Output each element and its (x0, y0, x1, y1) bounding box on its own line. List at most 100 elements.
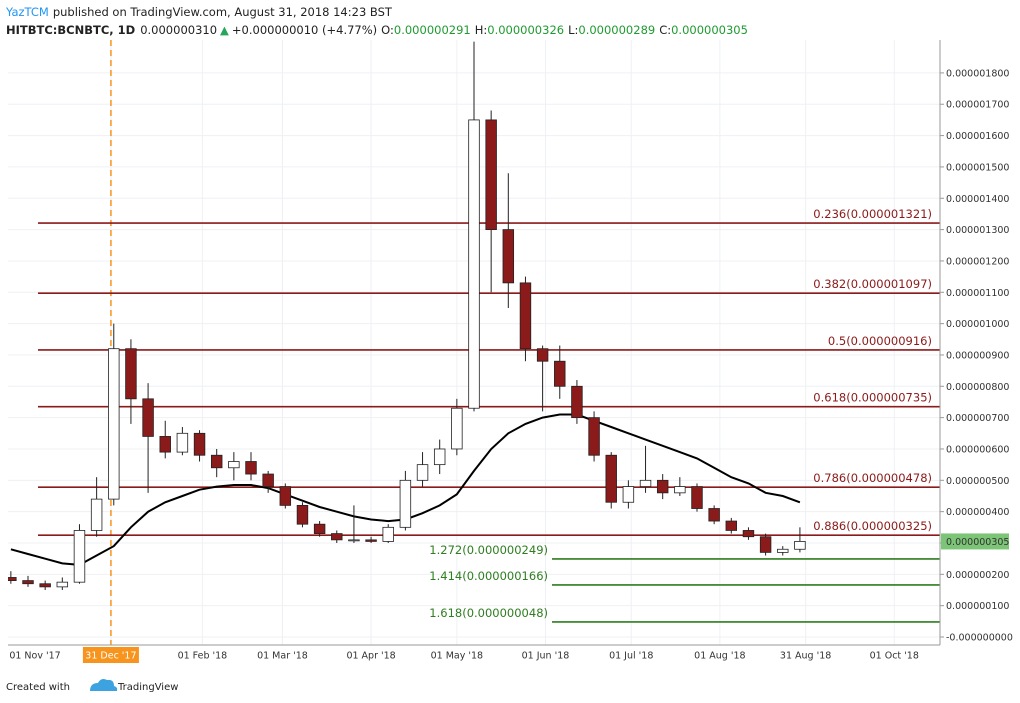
price-tag-label: 0.000000305 (946, 537, 1009, 548)
ohlc-value: 0.000000305 (671, 23, 748, 37)
candle-body (536, 348, 549, 362)
y-tick-label: 0.000001400 (946, 194, 1009, 205)
x-tick-label: 01 Jul '18 (609, 651, 653, 662)
candle-body (399, 479, 412, 528)
author[interactable]: YazTCM (5, 5, 49, 19)
y-tick-label: 0.000000200 (946, 570, 1009, 581)
candle-body (708, 508, 720, 522)
candle-body (433, 448, 446, 466)
candle-body (468, 119, 480, 409)
fib-label: 0.5(0.000000916) (828, 334, 932, 348)
x-tick-label: 31 Dec '17 (85, 651, 136, 662)
candle-body (742, 530, 755, 538)
fib-label: 1.618(0.000000048) (429, 606, 548, 620)
x-tick-label: 31 Aug '18 (780, 651, 831, 662)
candle-body (622, 486, 635, 503)
candle-body (313, 523, 326, 534)
candle-body (142, 398, 154, 437)
candle-body (691, 486, 703, 509)
ohlc-key: O: (381, 23, 394, 37)
candle-body (725, 520, 738, 531)
candle-body (296, 504, 309, 525)
plot: 0.236(0.000001321) 0.382(0.000001097) 0.5(… (8, 40, 940, 645)
symbol-line: HITBTC:BCNBTC, 1D 0.000000310 ▲ +0.00000001… (6, 23, 748, 37)
fib-label: 0.886(0.000000325) (813, 519, 932, 533)
y-tick-label: 0.000000600 (946, 444, 1009, 455)
fib-label: 0.236(0.000001321) (813, 207, 932, 221)
axes: -0.000000000 0.000000100 0.000000200 0.0000… (9, 68, 1013, 663)
candle-body (159, 436, 171, 453)
y-tick-label: 0.000001200 (946, 256, 1009, 267)
direction: ▲ (220, 23, 229, 37)
candle-body (348, 539, 360, 542)
candle-body (451, 407, 463, 450)
x-tick-label: 01 Oct '18 (870, 651, 919, 662)
candle-body (228, 461, 240, 469)
candle-body (125, 348, 137, 400)
candle-body (656, 479, 669, 494)
header-line: YazTCM published on TradingView.com, Augu… (5, 5, 393, 19)
y-tick-label: 0.000001300 (946, 225, 1009, 236)
candle-body (365, 539, 377, 542)
candle-body (794, 541, 806, 550)
candle-body (674, 486, 686, 494)
candle-body (39, 583, 51, 588)
candle-body (639, 479, 652, 487)
candle-body (485, 119, 497, 231)
candle-body (22, 580, 34, 585)
candle-body (777, 548, 789, 553)
ohlc-value: 0.000000326 (487, 23, 564, 37)
y-tick-label: 0.000001800 (946, 68, 1009, 79)
fib-label: 0.382(0.000001097) (813, 277, 932, 291)
published: published on TradingView.com, August 31,… (53, 5, 393, 19)
last: 0.000000310 (140, 23, 217, 37)
change: +0.000000010 (+4.77%) (232, 23, 377, 37)
footer-text: Created with (6, 682, 70, 693)
ohlc-key: C: (659, 23, 671, 37)
y-tick-label: 0.000001500 (946, 162, 1009, 173)
candle-body (210, 454, 223, 469)
candle-body (571, 385, 583, 419)
y-tick-label: 0.000001100 (946, 288, 1009, 299)
candle-body (588, 417, 600, 456)
candle-body (554, 360, 566, 387)
y-tick-label: 0.000001700 (946, 100, 1009, 111)
fib-label: 0.786(0.000000478) (813, 471, 932, 485)
fib-label: 1.414(0.000000166) (429, 569, 548, 583)
candle-body (279, 486, 292, 506)
candle-body (8, 577, 17, 581)
candle-body (245, 461, 257, 475)
symbol: HITBTC:BCNBTC, 1D (6, 23, 135, 37)
y-tick-label: 0.000000500 (946, 476, 1009, 487)
candle-body (605, 454, 617, 503)
price-tag (941, 533, 1009, 550)
x-tick-label: 01 Nov '17 (9, 651, 60, 662)
x-tick-label: 01 Apr '18 (346, 651, 395, 662)
y-tick-label: 0.000001600 (946, 131, 1009, 142)
y-tick-label: 0.000000900 (946, 350, 1009, 361)
candle-body (502, 229, 515, 284)
y-tick-label: 0.000000100 (946, 601, 1009, 612)
logo[interactable] (90, 679, 118, 691)
ohlc-key: L: (568, 23, 578, 37)
fib-label: 1.272(0.000000249) (429, 543, 548, 557)
footer-brand[interactable]: TradingView (117, 682, 178, 693)
candle-body (56, 581, 69, 588)
ohlc-key: H: (475, 23, 488, 37)
x-tick-label: 01 May '18 (431, 651, 483, 662)
candle-body (73, 530, 86, 583)
candle-body (176, 432, 189, 453)
ohlc-value: 0.000000289 (578, 23, 655, 37)
candle-body (519, 282, 532, 350)
ohlc-value: 0.000000291 (394, 23, 471, 37)
y-tick-label: 0.000001000 (946, 319, 1009, 330)
x-tick-highlight (82, 647, 139, 663)
candle-body (193, 432, 206, 456)
candle-body (262, 473, 274, 487)
x-tick-label: 01 Feb '18 (178, 651, 228, 662)
x-tick-label: 01 Aug '18 (694, 651, 745, 662)
candle-body (108, 348, 120, 500)
x-tick-label: 01 Mar '18 (257, 651, 308, 662)
